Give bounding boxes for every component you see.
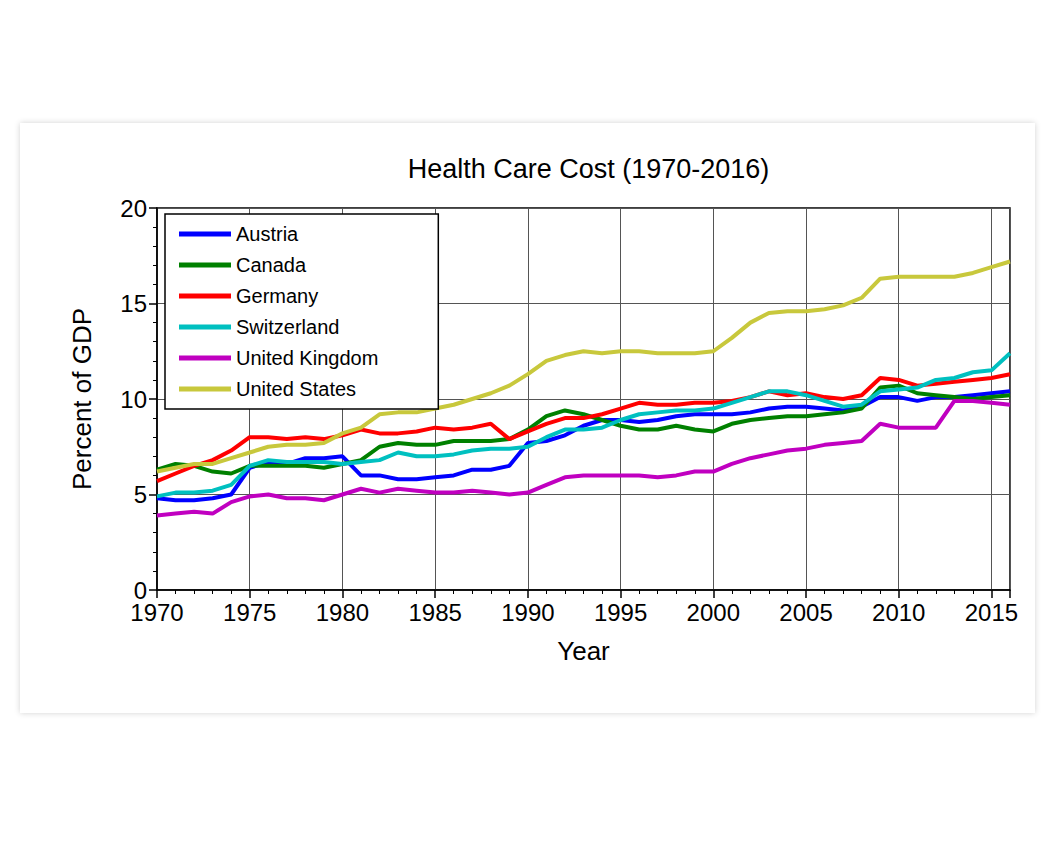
svg-text:Percent of GDP: Percent of GDP [67, 308, 97, 490]
svg-text:1985: 1985 [408, 599, 461, 626]
svg-text:Year: Year [557, 636, 610, 666]
svg-text:20: 20 [120, 195, 147, 222]
svg-text:Canada: Canada [236, 254, 307, 276]
svg-text:Health Care Cost (1970-2016): Health Care Cost (1970-2016) [408, 154, 770, 184]
svg-text:United Kingdom: United Kingdom [236, 347, 378, 369]
svg-text:1975: 1975 [223, 599, 276, 626]
svg-text:1995: 1995 [594, 599, 647, 626]
svg-text:United States: United States [236, 378, 356, 400]
svg-text:15: 15 [120, 290, 147, 317]
svg-text:Austria: Austria [236, 223, 299, 245]
svg-text:1980: 1980 [316, 599, 369, 626]
svg-text:1970: 1970 [130, 599, 183, 626]
svg-text:2000: 2000 [687, 599, 740, 626]
svg-text:5: 5 [134, 481, 147, 508]
svg-text:2005: 2005 [779, 599, 832, 626]
svg-text:0: 0 [133, 576, 147, 604]
svg-text:10: 10 [120, 386, 147, 413]
svg-text:2015: 2015 [965, 599, 1018, 626]
svg-text:Germany: Germany [236, 285, 318, 307]
svg-text:2010: 2010 [872, 599, 925, 626]
svg-text:Switzerland: Switzerland [236, 316, 339, 338]
svg-text:1990: 1990 [501, 599, 554, 626]
